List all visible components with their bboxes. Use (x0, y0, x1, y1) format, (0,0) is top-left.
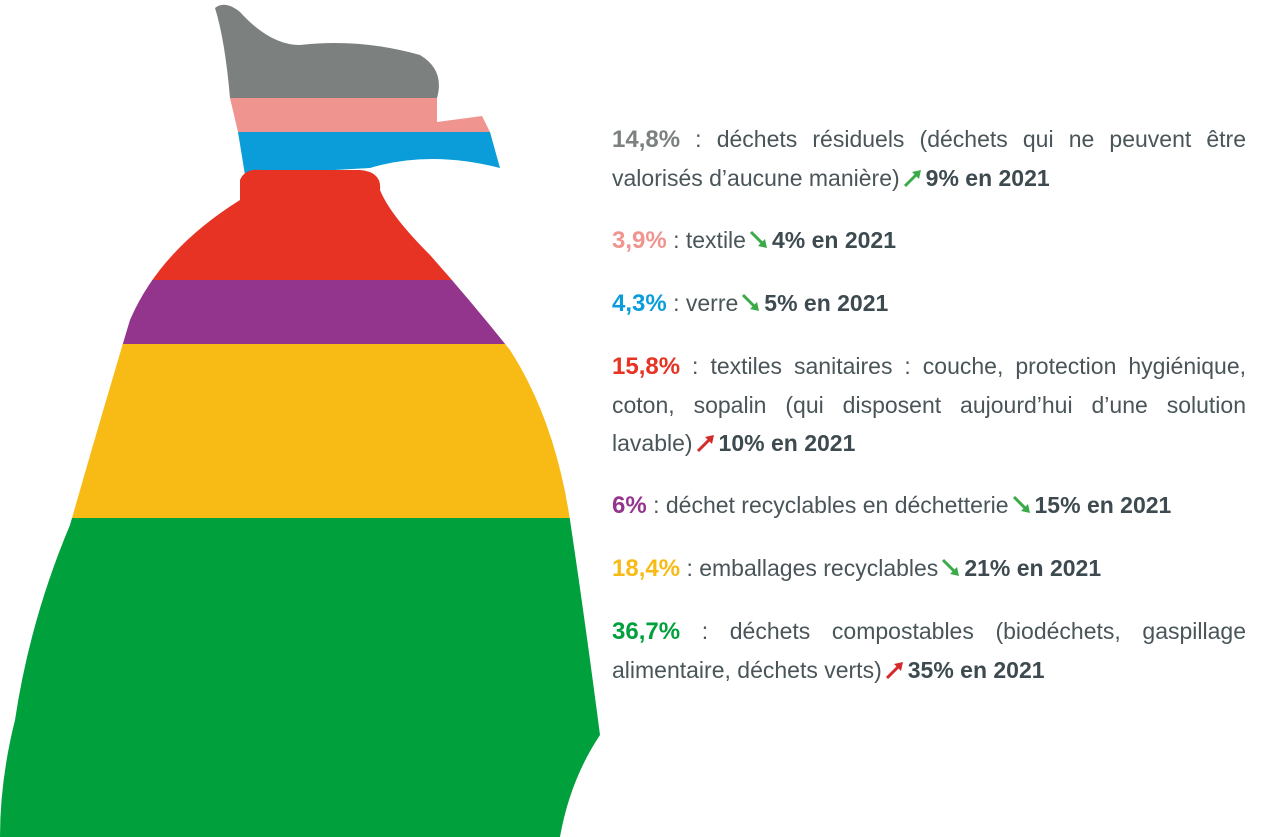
legend-2021-value: 5% en 2021 (764, 290, 889, 316)
legend-2021-value: 35% en 2021 (907, 657, 1045, 683)
band-dechetterie (0, 280, 600, 345)
legend-item: 14,8% : déchets résiduels (déchets qui n… (612, 126, 1246, 191)
legend-label: verre (685, 290, 739, 316)
arrow-up-right-icon (903, 170, 921, 188)
band-glass (238, 132, 500, 175)
legend-label: textile (685, 227, 746, 253)
legend-item: 36,7% : déchets compostables (biodéchets… (612, 618, 1246, 683)
legend-percent: 6% (612, 492, 647, 519)
legend-2021-value: 21% en 2021 (964, 555, 1102, 581)
band-packaging (0, 344, 600, 519)
band-textile (230, 98, 490, 132)
legend-2021-value: 9% en 2021 (925, 165, 1050, 191)
band-compost (0, 518, 600, 837)
legend-percent: 3,9% (612, 227, 667, 254)
legend-2021-value: 15% en 2021 (1034, 492, 1172, 518)
legend-percent: 4,3% (612, 290, 667, 317)
band-sanitary (0, 169, 600, 281)
arrow-up-right-icon (696, 435, 714, 453)
legend-percent: 36,7% (612, 618, 681, 645)
legend-item: 4,3% : verre 5% en 2021 (612, 290, 889, 317)
legend-2021-value: 4% en 2021 (771, 227, 896, 253)
legend-label: textiles sanitaires : couche, protection… (612, 353, 1247, 456)
legend-item: 18,4% : emballages recyclables 21% en 202… (612, 555, 1102, 582)
legend-label: déchet recyclables en déchetterie (665, 492, 1009, 518)
arrow-down-right-icon (749, 230, 767, 248)
legend: 14,8% : déchets résiduels (déchets qui n… (612, 120, 1246, 713)
legend-label: emballages recyclables (699, 555, 939, 581)
arrow-down-right-icon (1012, 495, 1030, 513)
legend-item: 3,9% : textile 4% en 2021 (612, 227, 896, 254)
arrow-down-right-icon (742, 293, 760, 311)
legend-item: 15,8% : textiles sanitaires : couche, pr… (612, 353, 1247, 456)
garbage-bag-chart (0, 4, 600, 837)
legend-percent: 18,4% (612, 555, 681, 582)
legend-label: déchets résiduels (déchets qui ne peuven… (612, 126, 1246, 191)
legend-item: 6% : déchet recyclables en déchetterie 15… (612, 492, 1172, 519)
arrow-down-right-icon (942, 558, 960, 576)
arrow-up-right-icon (885, 662, 903, 680)
legend-percent: 15,8% (612, 353, 681, 380)
legend-percent: 14,8% (612, 126, 681, 153)
band-residual (215, 4, 439, 98)
legend-2021-value: 10% en 2021 (718, 430, 856, 456)
legend-label: déchets compostables (biodéchets, gaspil… (612, 618, 1246, 683)
